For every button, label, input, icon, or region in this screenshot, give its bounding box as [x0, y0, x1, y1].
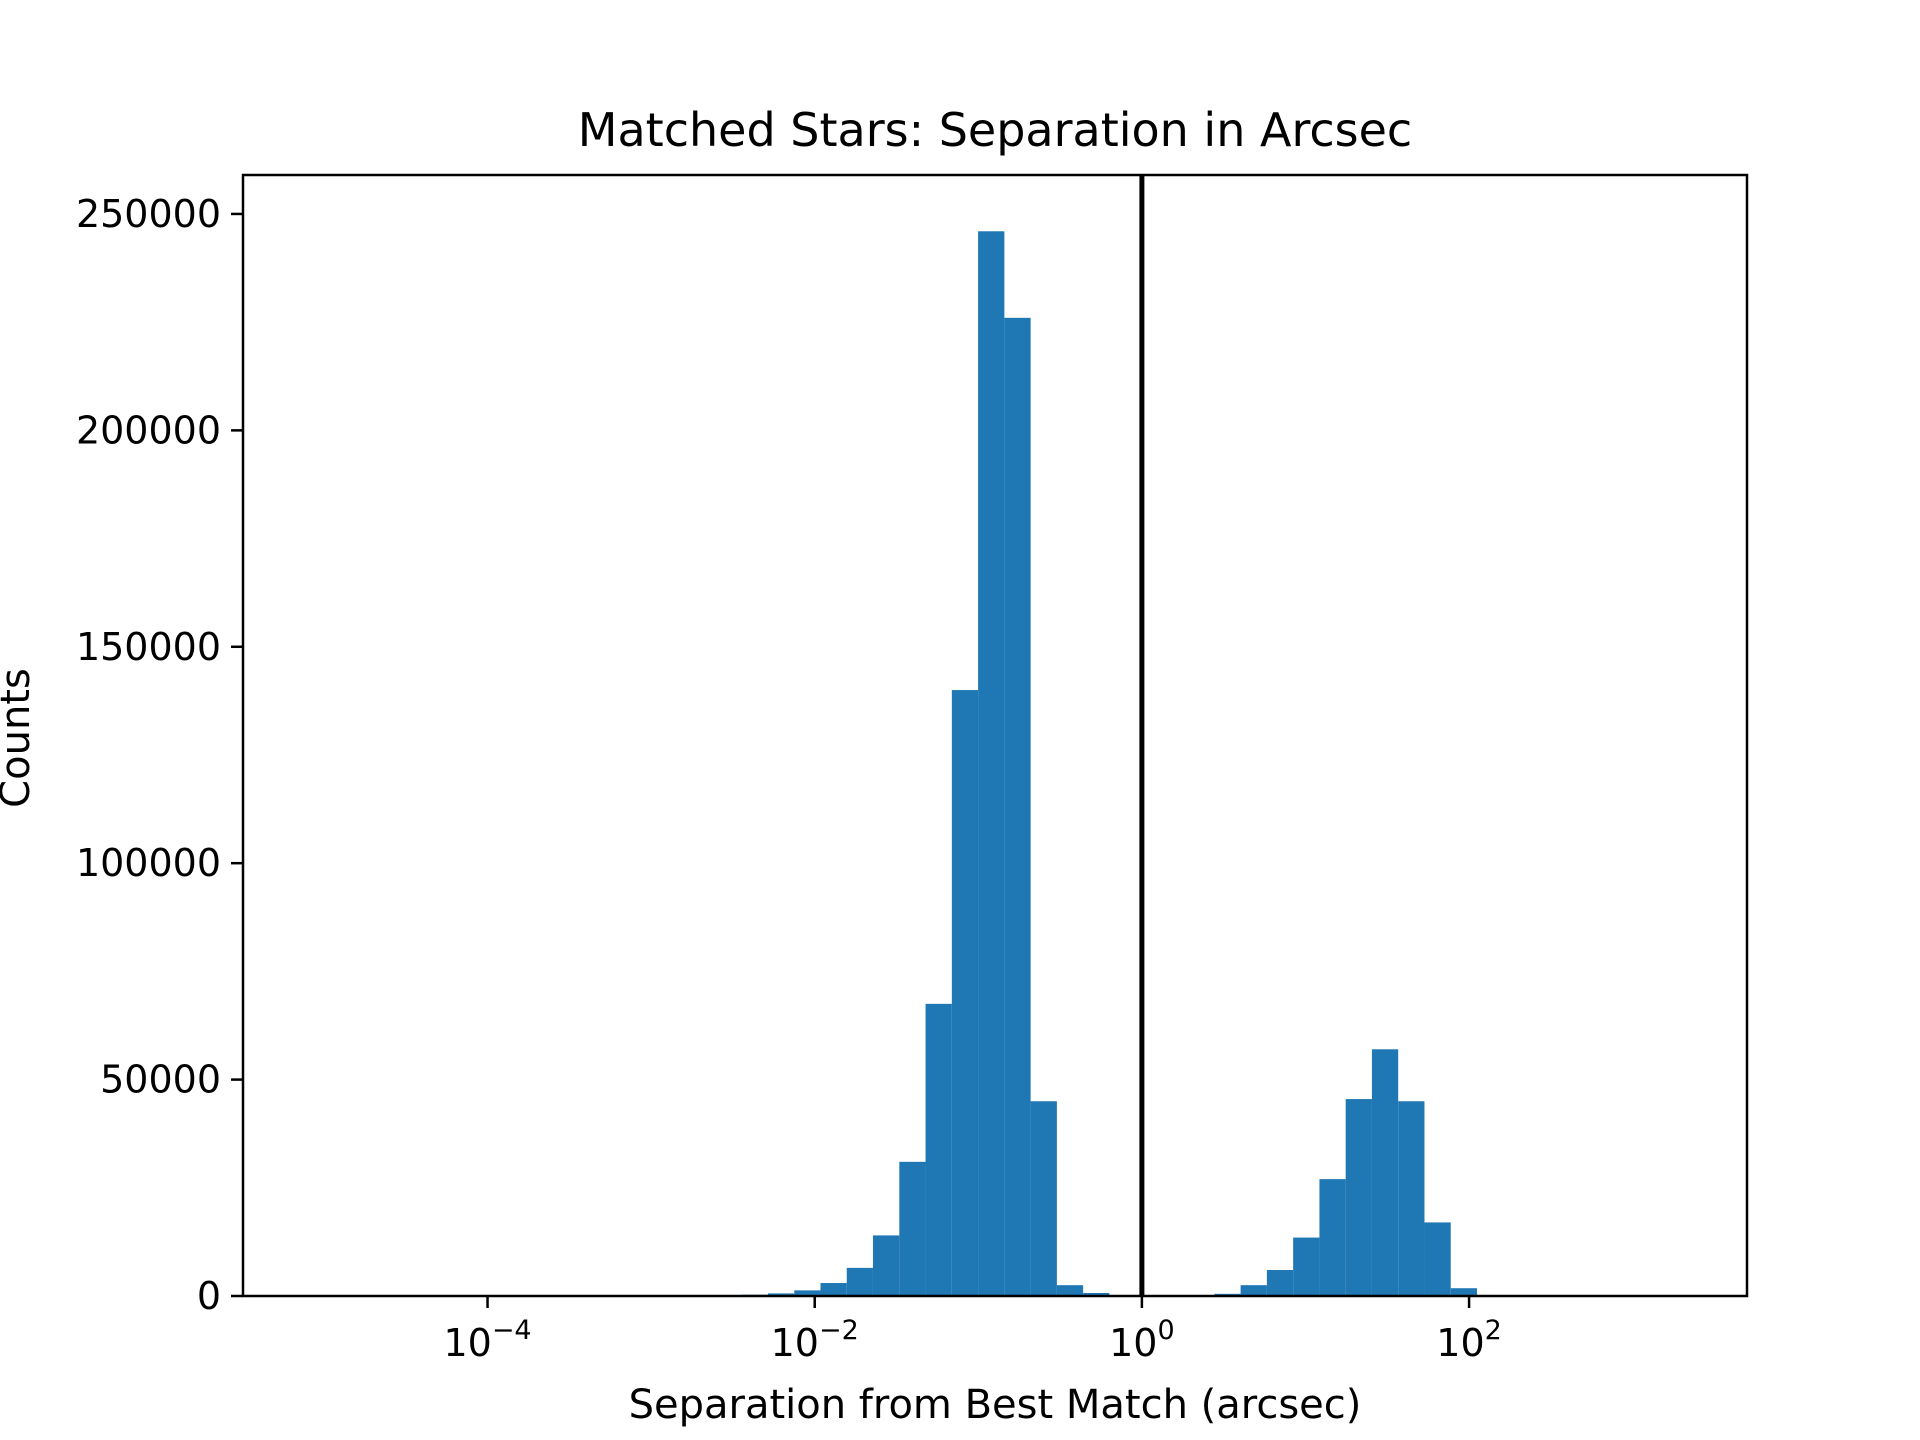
histogram-bar-22: [1424, 1222, 1451, 1296]
plot-frame: [241, 173, 1749, 1298]
x-axis-label: Separation from Best Match (arcsec): [629, 1382, 1362, 1428]
y-tick-label-4: 200000: [76, 408, 221, 452]
histogram-bar-10: [1004, 317, 1031, 1297]
histogram-bars: [741, 231, 1477, 1297]
x-tick-label-0: 10−4: [443, 1315, 531, 1365]
chart-title: Matched Stars: Separation in Arcsec: [578, 103, 1412, 157]
histogram-bar-3: [820, 1283, 847, 1296]
histogram-bar-17: [1293, 1237, 1320, 1296]
histogram-bar-13: [1083, 1292, 1110, 1296]
x-axis-ticks: 10−4 10−2 100 102: [443, 1296, 1502, 1365]
histogram-bar-23: [1450, 1288, 1477, 1296]
y-tick-label-1: 50000: [100, 1058, 221, 1102]
histogram-bar-11: [1030, 1101, 1057, 1296]
y-tick-label-2: 100000: [76, 841, 221, 885]
histogram-bar-21: [1398, 1101, 1425, 1296]
y-axis-label: Counts: [0, 668, 39, 808]
histogram-bar-6: [899, 1161, 926, 1296]
x-tick-label-3: 102: [1436, 1315, 1502, 1365]
histogram-bar-18: [1319, 1179, 1346, 1296]
histogram-bar-15: [1240, 1285, 1267, 1296]
x-tick-label-2: 100: [1109, 1315, 1175, 1365]
y-tick-label-0: 0: [197, 1274, 221, 1318]
histogram-bar-7: [925, 1003, 952, 1296]
histogram-bar-16: [1266, 1270, 1294, 1296]
histogram-bar-4: [846, 1267, 873, 1296]
histogram-bar-8: [951, 690, 979, 1296]
histogram-bar-5: [872, 1235, 900, 1296]
x-tick-label-1: 10−2: [771, 1315, 859, 1365]
y-tick-label-5: 250000: [76, 192, 221, 236]
y-tick-label-3: 150000: [76, 625, 221, 669]
histogram-bar-20: [1371, 1049, 1399, 1296]
histogram-bar-1: [767, 1293, 795, 1296]
y-axis-ticks: 0 50000 100000 150000 200000 250000: [76, 192, 243, 1318]
histogram-bar-12: [1056, 1285, 1084, 1296]
histogram-bar-2: [794, 1290, 821, 1296]
histogram-bar-19: [1345, 1099, 1372, 1296]
histogram-bar-9: [978, 231, 1005, 1296]
